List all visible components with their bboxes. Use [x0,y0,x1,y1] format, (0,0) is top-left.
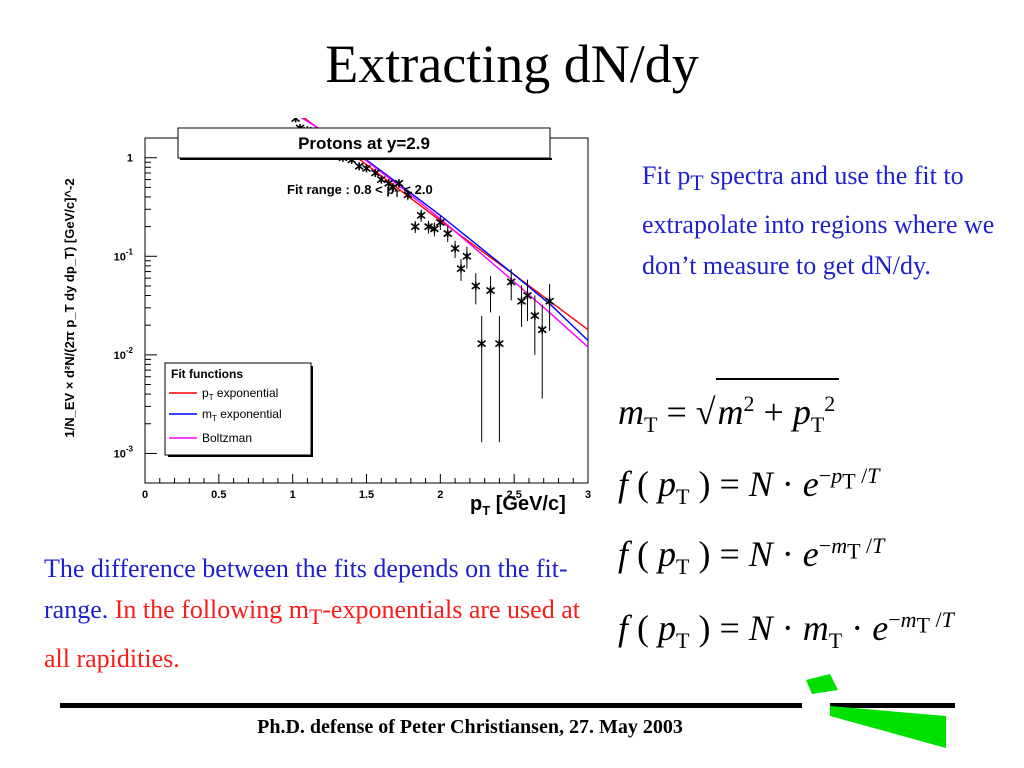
point-marker [537,325,547,334]
data-point [486,276,496,313]
point-marker [462,252,472,261]
point-marker [456,264,466,273]
data-point [517,285,527,327]
point-marker [522,291,532,300]
legend-entry: Boltzman [202,431,252,445]
data-point [429,222,439,237]
point-marker [506,277,516,286]
data-point [462,246,472,269]
data-point [376,175,386,184]
equation-boltzman: f ( pT ) = N · mT · e−mT /T [618,607,954,654]
point-marker [291,118,301,123]
x-tick-label: 1 [290,489,296,501]
fit-curve-boltzman [300,118,589,348]
data-point [394,179,404,188]
legend-entry: mT exponential [202,407,282,423]
chart-title: Protons at y=2.9 [298,134,430,153]
legend-title: Fit functions [171,367,243,381]
data-point [456,259,466,281]
x-tick-label: 0 [142,489,148,501]
x-tick-label: 2 [437,489,443,501]
data-point [416,209,426,222]
data-point [291,118,301,123]
point-marker [429,224,439,233]
footer-divider [60,703,802,708]
data-point [362,164,371,173]
footer-divider-right [830,703,955,708]
data-point [537,304,547,399]
point-marker [370,168,380,177]
point-marker [477,339,487,348]
point-marker [394,179,404,188]
point-marker [416,211,426,220]
point-marker [494,339,504,348]
point-marker [471,281,481,290]
chart-title-box [177,127,551,159]
x-tick-label: 1.5 [359,489,374,501]
data-point [354,162,364,171]
data-point [443,226,453,243]
x-tick-label: 0.5 [211,489,226,501]
point-marker [517,297,527,306]
y-tick-label: 1 [127,153,133,165]
point-marker [530,311,540,320]
legend-entry: pT exponential [202,386,278,402]
footer-text: Ph.D. defense of Peter Christiansen, 27.… [257,716,683,738]
equation-mt-exponential: f ( pT ) = N · e−mT /T [618,533,885,580]
conclusion-text: The difference between the fits depends … [44,554,580,674]
point-marker [545,297,555,306]
x-axis-label: pT [GeV/c] [470,493,566,518]
description-text: Fit pT spectra and use the fit to extrap… [642,161,995,281]
point-marker [424,222,433,231]
data-point [410,221,420,234]
x-tick-label: 3 [585,489,591,501]
point-marker [443,229,453,238]
y-tick-label: 10-3 [114,444,134,460]
y-axis-label: 1/N_EV × d²N/(2π p_T dy dp_T) [GeV/c]^-2 [62,178,77,437]
equation-pt-exponential: f ( pT ) = N · e−pT /T [618,463,880,510]
point-marker [354,162,364,171]
y-tick-label: 10-2 [114,346,134,362]
equation-mt: mT = √m2 + pT2 [618,378,840,449]
data-point [370,168,380,177]
fit-range-annotation: Fit range : 0.8 < pT < 2.0 [287,182,433,199]
point-marker [403,190,413,199]
x-tick-label: 2.5 [507,489,522,501]
point-marker [410,222,420,231]
data-point [403,189,413,201]
data-point [530,295,540,355]
y-tick-label: 10-1 [114,247,134,263]
data-point [506,269,516,301]
point-marker [450,244,460,253]
point-marker [435,218,445,227]
point-marker [362,164,371,173]
point-marker [486,286,496,295]
data-point [522,279,532,322]
data-point [435,216,445,230]
point-marker [376,175,386,184]
page-title: Extracting dN/dy [325,34,699,94]
data-point [545,283,555,331]
data-point [424,220,433,234]
data-point [471,273,481,305]
data-point [477,316,487,443]
data-point [494,316,504,443]
green-logo-icon [806,674,946,748]
data-point [450,240,460,259]
chart-legend: Fit functions pT exponential mT exponentia… [164,362,313,457]
